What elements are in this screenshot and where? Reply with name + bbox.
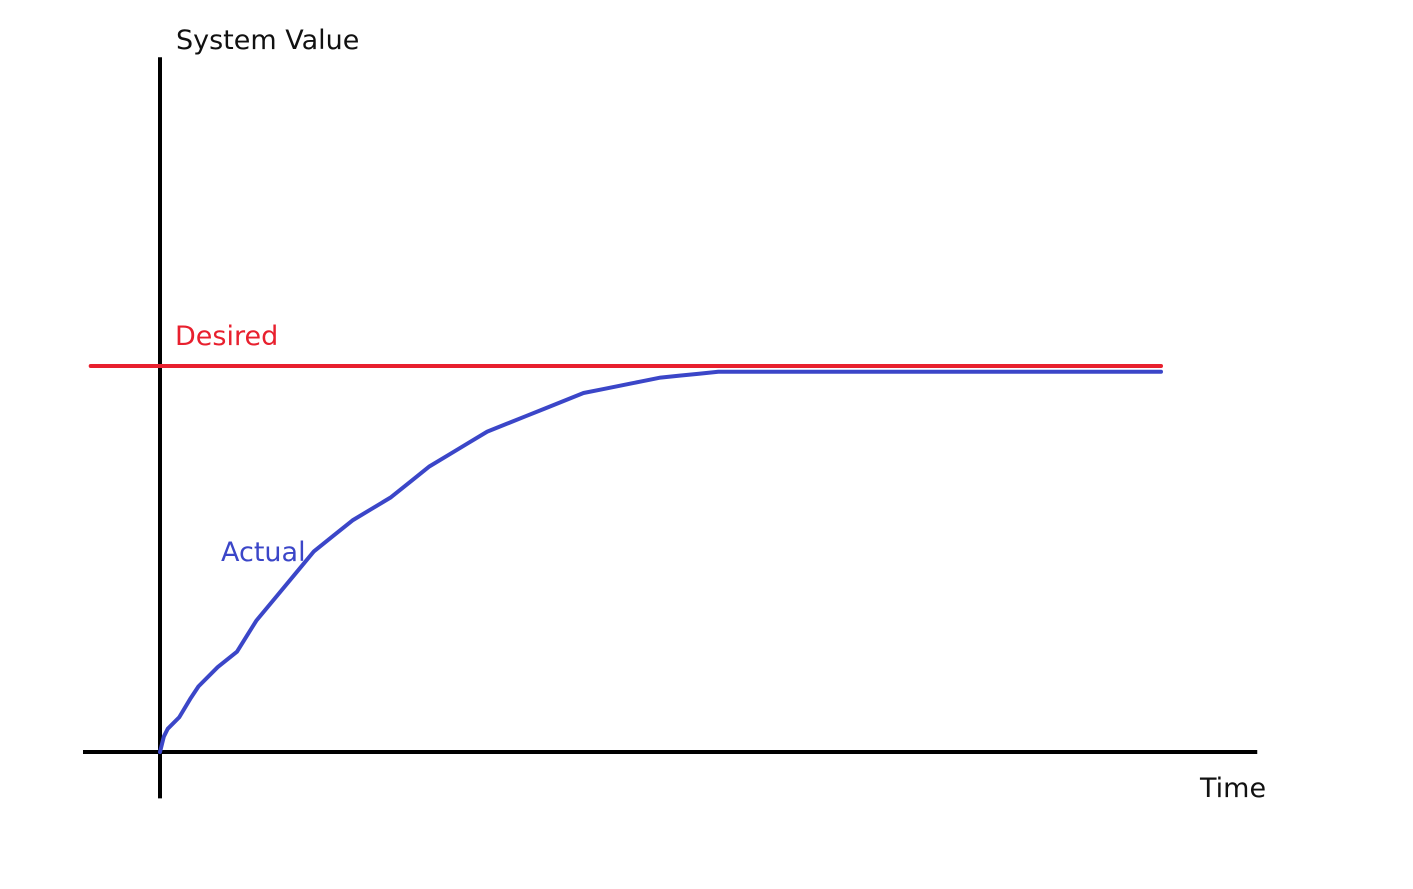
actual-line xyxy=(158,369,1163,754)
actual-series-label: Actual xyxy=(221,537,306,568)
y-axis-label: System Value xyxy=(176,25,359,56)
x-axis-label: Time xyxy=(1199,773,1266,804)
desired-series-label: Desired xyxy=(175,321,278,352)
